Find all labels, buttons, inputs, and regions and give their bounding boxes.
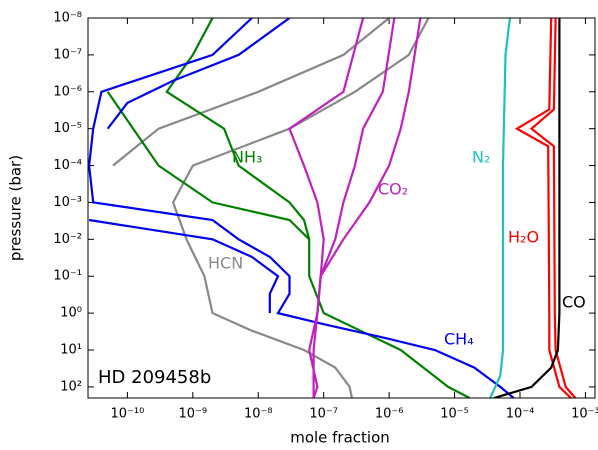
species-curve — [514, 18, 572, 398]
x-tick-label: 10⁻⁸ — [244, 407, 273, 422]
species-curve — [88, 218, 280, 314]
species-label: CH₄ — [444, 330, 474, 349]
plot-frame — [87, 17, 596, 399]
species-curve — [88, 18, 515, 398]
x-tick-label: 10⁻⁷ — [309, 407, 338, 422]
x-tick-label: 10⁻⁶ — [375, 407, 404, 422]
species-curve — [106, 91, 310, 241]
x-tick-label: 10⁻⁴ — [506, 407, 535, 422]
y-tick-label: 10⁻⁸ — [53, 11, 82, 26]
species-label: H₂O — [508, 228, 539, 247]
species-label: CO — [562, 293, 586, 312]
species-label: HCN — [208, 254, 243, 273]
x-tick-label: 10⁻⁹ — [179, 407, 208, 422]
species-curve — [112, 18, 390, 167]
y-tick-label: 10⁻³ — [53, 195, 82, 210]
species-curve — [489, 18, 511, 398]
species-curve — [106, 18, 291, 130]
species-curve — [312, 18, 422, 398]
y-tick-label: 10⁻² — [53, 232, 82, 247]
x-tick-label: 10⁻⁵ — [440, 407, 469, 422]
species-curve — [165, 18, 471, 398]
species-label: NH₃ — [232, 148, 262, 167]
y-tick-label: 10⁰ — [60, 306, 82, 321]
y-tick-label: 10² — [60, 379, 82, 394]
species-curve — [171, 18, 430, 398]
annotation: HD 209458b — [98, 367, 211, 388]
y-axis-label: pressure (bar) — [7, 155, 25, 261]
y-tick-label: 10⁻⁶ — [53, 84, 82, 99]
x-tick-label: 10⁻³ — [571, 407, 598, 422]
y-tick-label: 10¹ — [60, 343, 82, 358]
species-curve — [288, 18, 365, 314]
y-tick-label: 10⁻⁵ — [53, 121, 82, 136]
species-label: N₂ — [472, 148, 490, 167]
y-tick-label: 10⁻¹ — [53, 269, 82, 284]
y-tick-label: 10⁻⁴ — [53, 158, 82, 173]
x-tick-label: 10⁻¹⁰ — [110, 407, 144, 422]
species-curve — [529, 18, 577, 398]
x-axis-label: mole fraction — [290, 429, 390, 447]
species-curve — [308, 18, 396, 398]
species-label: CO₂ — [378, 180, 408, 199]
y-tick-label: 10⁻⁷ — [53, 47, 82, 62]
species-curve — [493, 18, 561, 398]
